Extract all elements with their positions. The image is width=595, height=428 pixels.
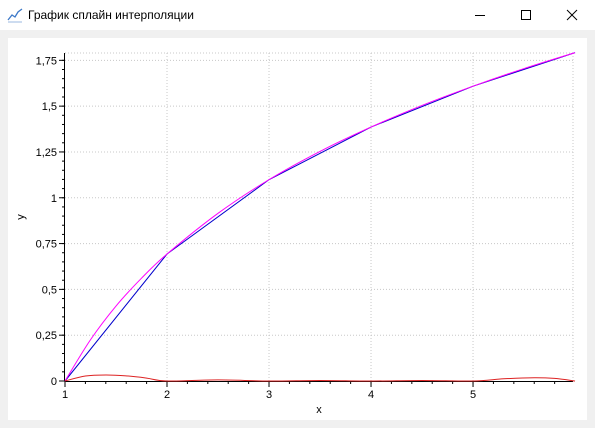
series [64, 52, 576, 382]
tick-marks: 1 2 3 4 5 0 0,25 0,5 0,75 1 1,25 1,5 1,75 [36, 55, 556, 401]
y-tick-label: 1 [51, 193, 57, 205]
minimize-icon [475, 15, 485, 16]
title-bar[interactable]: График сплайн интерполяции [0, 0, 595, 30]
x-tick-label: 2 [164, 389, 170, 401]
axes [64, 53, 573, 382]
chart-panel: 1 2 3 4 5 0 0,25 0,5 0,75 1 1,25 1,5 1,75 x y [8, 38, 587, 420]
maximize-icon [521, 10, 531, 20]
spline-chart: 1 2 3 4 5 0 0,25 0,5 0,75 1 1,25 1,5 1,75 x y [15, 52, 576, 416]
line-chart-icon [7, 8, 23, 23]
x-tick-label: 5 [470, 389, 476, 401]
x-tick-label: 1 [62, 389, 68, 401]
y-tick-label: 0,25 [36, 330, 57, 342]
close-icon [566, 9, 578, 21]
y-axis-label: y [15, 214, 27, 220]
grid [65, 52, 574, 381]
y-tick-label: 1,5 [42, 101, 57, 113]
maximize-button[interactable] [503, 0, 549, 30]
close-button[interactable] [549, 0, 595, 30]
minimize-button[interactable] [457, 0, 503, 30]
window-title: График сплайн интерполяции [28, 8, 194, 22]
x-axis-label: x [316, 404, 322, 416]
series-line-error [64, 374, 576, 382]
y-tick-label: 0 [51, 376, 57, 388]
series-line-spline [64, 52, 576, 382]
series-line-linear [64, 52, 576, 382]
x-tick-label: 4 [368, 389, 374, 401]
x-tick-label: 3 [266, 389, 272, 401]
y-tick-label: 0,75 [36, 239, 57, 251]
y-tick-label: 1,75 [36, 55, 57, 67]
y-tick-label: 0,5 [42, 284, 57, 296]
y-tick-label: 1,25 [36, 147, 57, 159]
